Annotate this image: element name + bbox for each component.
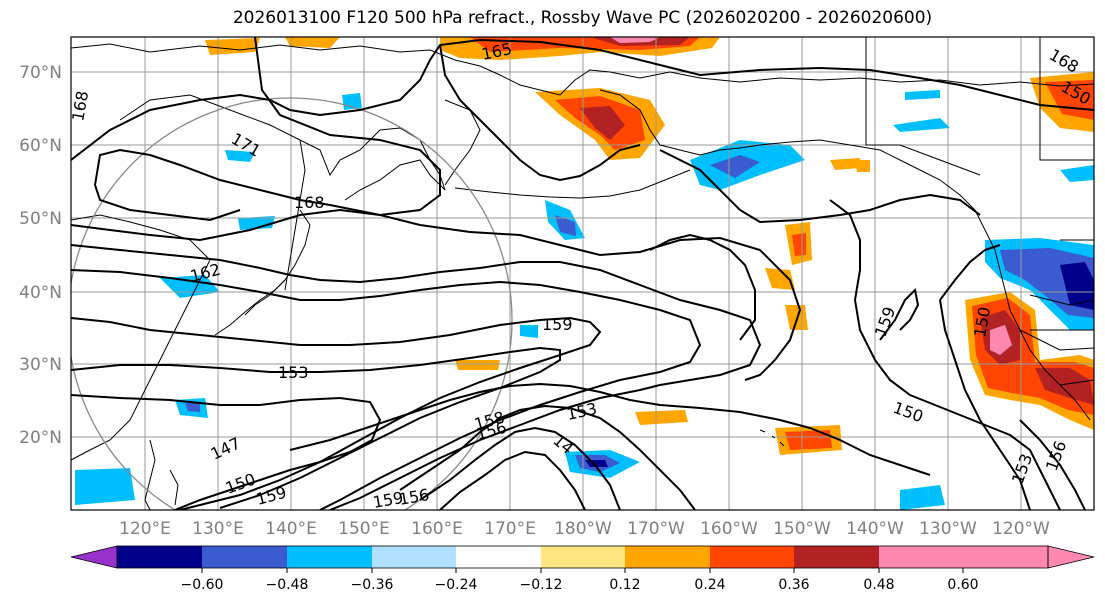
lat-label: 60°N — [19, 136, 62, 156]
latitude-labels: 70°N 60°N 50°N 40°N 30°N 20°N — [19, 63, 62, 448]
colorbar-extend-left — [70, 545, 118, 569]
coastlines — [71, 37, 1094, 510]
colorbar-tick-label: 0.12 — [609, 577, 640, 593]
colorbar-extend-right — [1047, 545, 1095, 569]
colorbar-tick-label: 0.24 — [694, 577, 725, 593]
lon-label: 130°E — [192, 519, 244, 539]
lat-label: 70°N — [19, 63, 62, 83]
colorbar-segment — [879, 546, 963, 568]
colorbar-segment — [456, 546, 541, 568]
contour-label: 168 — [68, 89, 92, 122]
lat-label: 40°N — [19, 283, 62, 303]
lon-label: 140°W — [846, 519, 904, 539]
lon-label: 120°W — [992, 519, 1050, 539]
map-frame — [70, 36, 1095, 511]
colorbar-tick-label: −0.12 — [520, 577, 563, 593]
colorbar-segment — [117, 546, 202, 568]
lat-label: 30°N — [19, 355, 62, 375]
colorbar-frame — [116, 545, 1049, 569]
colorbar-segment — [625, 546, 710, 568]
colorbar-segment — [372, 546, 456, 568]
lat-label: 20°N — [19, 428, 62, 448]
colorbar-tick-label: −0.48 — [266, 577, 309, 593]
colorbar-segment — [794, 546, 879, 568]
contour-label: 168 — [294, 193, 325, 212]
lon-label: 140°E — [265, 519, 317, 539]
colorbar: −0.60 −0.48 −0.36 −0.24 −0.12 0.12 0.24 … — [70, 545, 1095, 593]
colorbar-segment — [202, 546, 287, 568]
colorbar-ticks — [201, 568, 964, 573]
colorbar-segment — [541, 546, 625, 568]
reference-circle — [71, 97, 513, 510]
colorbar-segment — [287, 546, 372, 568]
lon-label: 150°W — [773, 519, 831, 539]
lon-label: 180°W — [554, 519, 612, 539]
colorbar-tick-label: 0.60 — [947, 577, 978, 593]
lon-label: 120°E — [119, 519, 171, 539]
graticule — [71, 37, 1094, 510]
contour-label: 159 — [371, 488, 404, 512]
longitude-labels: 120°E 130°E 140°E 150°E 160°E 170°E 180°… — [119, 519, 1050, 539]
lon-label: 150°E — [338, 519, 390, 539]
lon-label: 170°E — [484, 519, 536, 539]
colorbar-tick-label: 0.36 — [778, 577, 809, 593]
lon-label: 160°W — [700, 519, 758, 539]
colorbar-segment — [963, 546, 1048, 568]
lon-label: 130°W — [919, 519, 977, 539]
colorbar-tick-label: −0.36 — [351, 577, 394, 593]
map-title: 2026013100 F120 500 hPa refract., Rossby… — [232, 8, 933, 28]
colorbar-tick-label: −0.24 — [435, 577, 478, 593]
lon-label: 170°W — [627, 519, 685, 539]
colorbar-tick-label: −0.60 — [181, 577, 224, 593]
contour-label: 153 — [278, 363, 309, 382]
contour-label: 159 — [542, 315, 573, 334]
contour-lines — [71, 37, 1094, 510]
colorbar-segment — [710, 546, 794, 568]
colorbar-tick-label: 0.48 — [863, 577, 894, 593]
lat-label: 50°N — [19, 209, 62, 229]
lon-label: 160°E — [411, 519, 463, 539]
